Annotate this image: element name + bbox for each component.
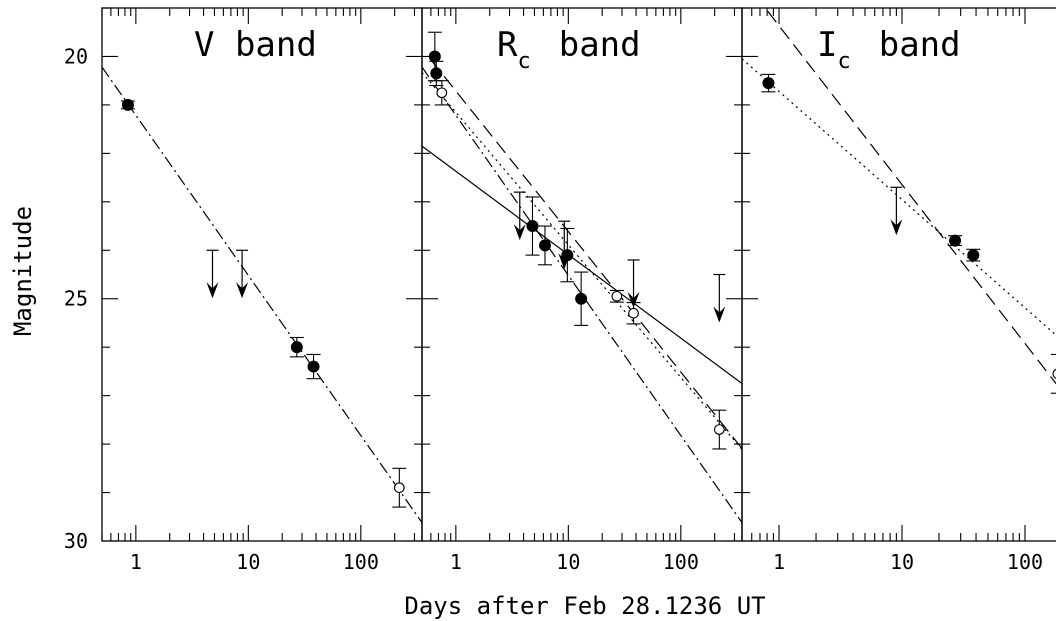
panel-title: Rc band <box>497 25 641 74</box>
panel-title-tail: band <box>559 25 641 65</box>
fit-line-dash-dot <box>422 66 742 523</box>
data-point-open <box>713 424 725 435</box>
panel-title-main: R <box>497 25 518 65</box>
fit-line-dash-dot <box>102 66 422 523</box>
panel-title-tail: band <box>879 25 961 65</box>
data-point-open <box>436 87 448 99</box>
x-tick-label: 10 <box>556 550 580 574</box>
panel-3: 1 10 100 Ic band <box>741 7 1056 574</box>
panel-1: 1 10 100 20 25 30 V band <box>64 7 423 574</box>
x-tick-label: 1 <box>450 550 462 574</box>
fit-lines <box>742 8 1056 385</box>
data-point-open <box>393 482 405 494</box>
y-tick-label: 30 <box>64 529 88 553</box>
x-tick-label: 100 <box>1007 550 1043 574</box>
data-point-filled <box>538 239 551 252</box>
data-point-filled <box>430 67 443 80</box>
data-points <box>120 98 407 508</box>
fit-line-dashed <box>430 59 742 449</box>
fit-lines <box>102 66 422 523</box>
data-point-filled <box>290 341 303 354</box>
panel-frame <box>101 7 423 542</box>
data-point-open <box>1052 368 1056 379</box>
upper-limit-arrowhead <box>236 282 249 299</box>
panel-title: V band <box>194 25 317 65</box>
data-point-filled <box>949 234 962 247</box>
data-point-open <box>611 290 623 302</box>
x-tick-label: 1 <box>130 550 142 574</box>
fit-line-dashed <box>764 8 1056 385</box>
panel-frame <box>741 7 1056 542</box>
x-tick-label: 100 <box>343 550 379 574</box>
panel-title-main: V band <box>194 25 317 65</box>
upper-limit-arrowhead <box>206 282 219 299</box>
panel-2: 1 10 100 Rc band <box>421 7 743 574</box>
panel-title-main: I <box>817 25 837 65</box>
data-point-filled <box>575 292 588 305</box>
x-tick-label: 10 <box>890 550 914 574</box>
data-point-filled <box>967 249 980 262</box>
upper-limit-arrowhead <box>713 306 726 323</box>
panel-frame <box>421 7 743 542</box>
y-tick-label: 25 <box>64 287 88 311</box>
panel-title-subscript: c <box>837 49 850 74</box>
upper-limit-arrowhead <box>627 291 640 308</box>
x-tick-label: 1 <box>773 550 785 574</box>
data-point-filled <box>526 220 539 233</box>
fit-line-dotted <box>422 72 742 450</box>
data-point-filled <box>307 360 320 373</box>
upper-limit-arrowhead <box>558 253 571 270</box>
data-point-filled <box>428 50 441 63</box>
fit-line-dotted <box>742 58 1056 336</box>
fit-lines <box>422 59 742 523</box>
upper-limit-arrowhead <box>513 224 526 241</box>
y-axis-label: Magnitude <box>9 206 37 336</box>
fit-line-solid <box>422 145 742 385</box>
panels: 1 10 100 20 25 30 V band 1 10 100 Rc band 1 10 100 Ic ba… <box>64 7 1056 574</box>
data-points <box>761 73 1056 394</box>
x-axis-label: Days after Feb 28.1236 UT <box>404 592 765 620</box>
data-point-filled <box>121 98 134 111</box>
data-point-filled <box>762 77 775 90</box>
panel-title-subscript: c <box>517 49 530 74</box>
data-point-open <box>628 307 639 319</box>
data-points <box>427 31 727 450</box>
upper-limit-arrowhead <box>890 219 903 236</box>
panel-title: Ic band <box>817 25 961 74</box>
y-tick-label: 20 <box>64 44 88 68</box>
x-tick-label: 10 <box>236 550 260 574</box>
x-tick-label: 100 <box>663 550 699 574</box>
